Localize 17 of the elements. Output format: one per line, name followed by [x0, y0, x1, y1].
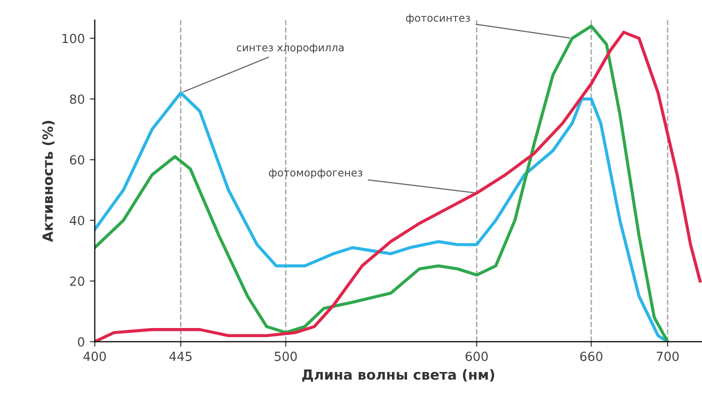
annotation: фотоморфогенез: [268, 168, 362, 179]
y-tick-label: 0: [78, 337, 84, 347]
x-tick-label: 400: [83, 352, 106, 362]
y-tick-label: 80: [70, 94, 84, 104]
x-tick-label: 445: [169, 352, 192, 362]
y-tick-label: 100: [62, 34, 84, 44]
annotation: синтез хлорофилла: [236, 44, 344, 54]
x-axis-title: Длина волны света (нм): [302, 369, 494, 382]
x-tick-label: 700: [656, 352, 679, 362]
y-tick-label: 20: [70, 276, 84, 286]
y-axis-title: Активность (%): [42, 120, 55, 242]
annotation: фотосинтез: [406, 14, 470, 24]
x-tick-label: 600: [466, 352, 488, 362]
y-tick-label: 40: [70, 216, 84, 226]
x-tick-label: 500: [274, 352, 297, 362]
y-tick-label: 60: [70, 155, 84, 165]
x-tick-label: 660: [580, 352, 602, 362]
